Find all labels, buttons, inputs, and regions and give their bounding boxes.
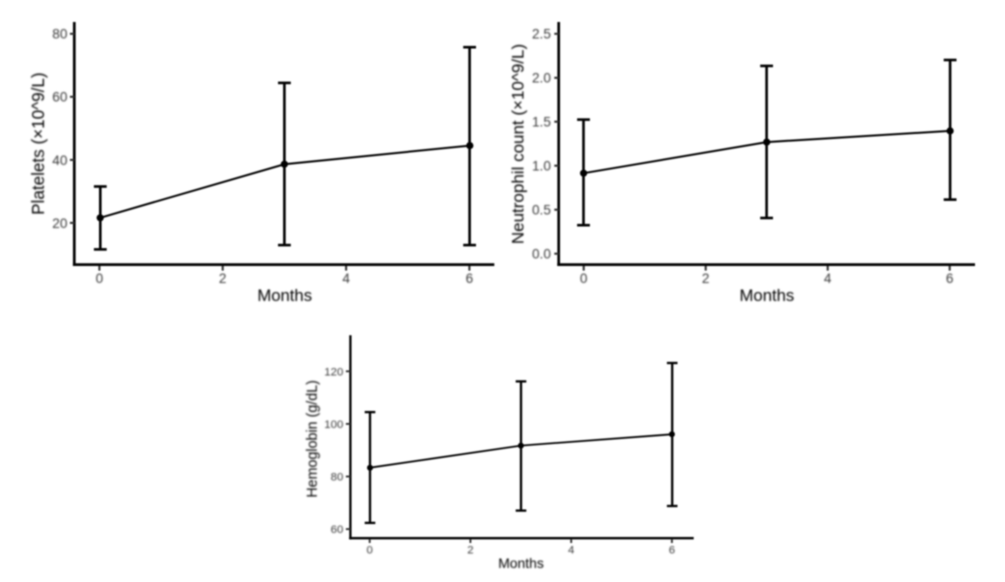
svg-text:4: 4 <box>342 271 350 286</box>
svg-text:2.0: 2.0 <box>532 71 551 86</box>
svg-text:2.5: 2.5 <box>532 27 551 42</box>
svg-text:6: 6 <box>466 271 474 286</box>
svg-text:120: 120 <box>324 366 343 378</box>
svg-text:0: 0 <box>96 271 104 286</box>
svg-text:Platelets (×10^9/L): Platelets (×10^9/L) <box>29 72 48 214</box>
svg-text:2: 2 <box>219 271 227 286</box>
svg-text:4: 4 <box>824 271 832 286</box>
svg-text:Neutrophil count (×10^9/L): Neutrophil count (×10^9/L) <box>509 44 528 244</box>
svg-text:20: 20 <box>52 216 68 231</box>
svg-text:Hemoglobin (g/dL): Hemoglobin (g/dL) <box>305 380 321 498</box>
svg-text:60: 60 <box>52 90 68 105</box>
svg-text:4: 4 <box>568 544 574 556</box>
svg-text:Months: Months <box>740 286 795 305</box>
svg-text:2: 2 <box>702 271 710 286</box>
svg-text:0: 0 <box>367 544 373 556</box>
svg-text:0: 0 <box>580 271 588 286</box>
svg-text:0.0: 0.0 <box>532 247 551 262</box>
svg-text:1.0: 1.0 <box>532 159 551 174</box>
svg-text:6: 6 <box>669 544 675 556</box>
svg-text:Months: Months <box>498 555 544 571</box>
svg-text:40: 40 <box>52 153 68 168</box>
svg-text:2: 2 <box>467 544 473 556</box>
svg-text:60: 60 <box>331 524 344 536</box>
svg-text:80: 80 <box>331 472 344 484</box>
svg-text:100: 100 <box>324 419 343 431</box>
svg-text:1.5: 1.5 <box>532 115 551 130</box>
svg-text:6: 6 <box>946 271 954 286</box>
svg-text:Months: Months <box>257 286 312 305</box>
svg-text:0.5: 0.5 <box>532 203 551 218</box>
svg-text:80: 80 <box>52 27 68 42</box>
